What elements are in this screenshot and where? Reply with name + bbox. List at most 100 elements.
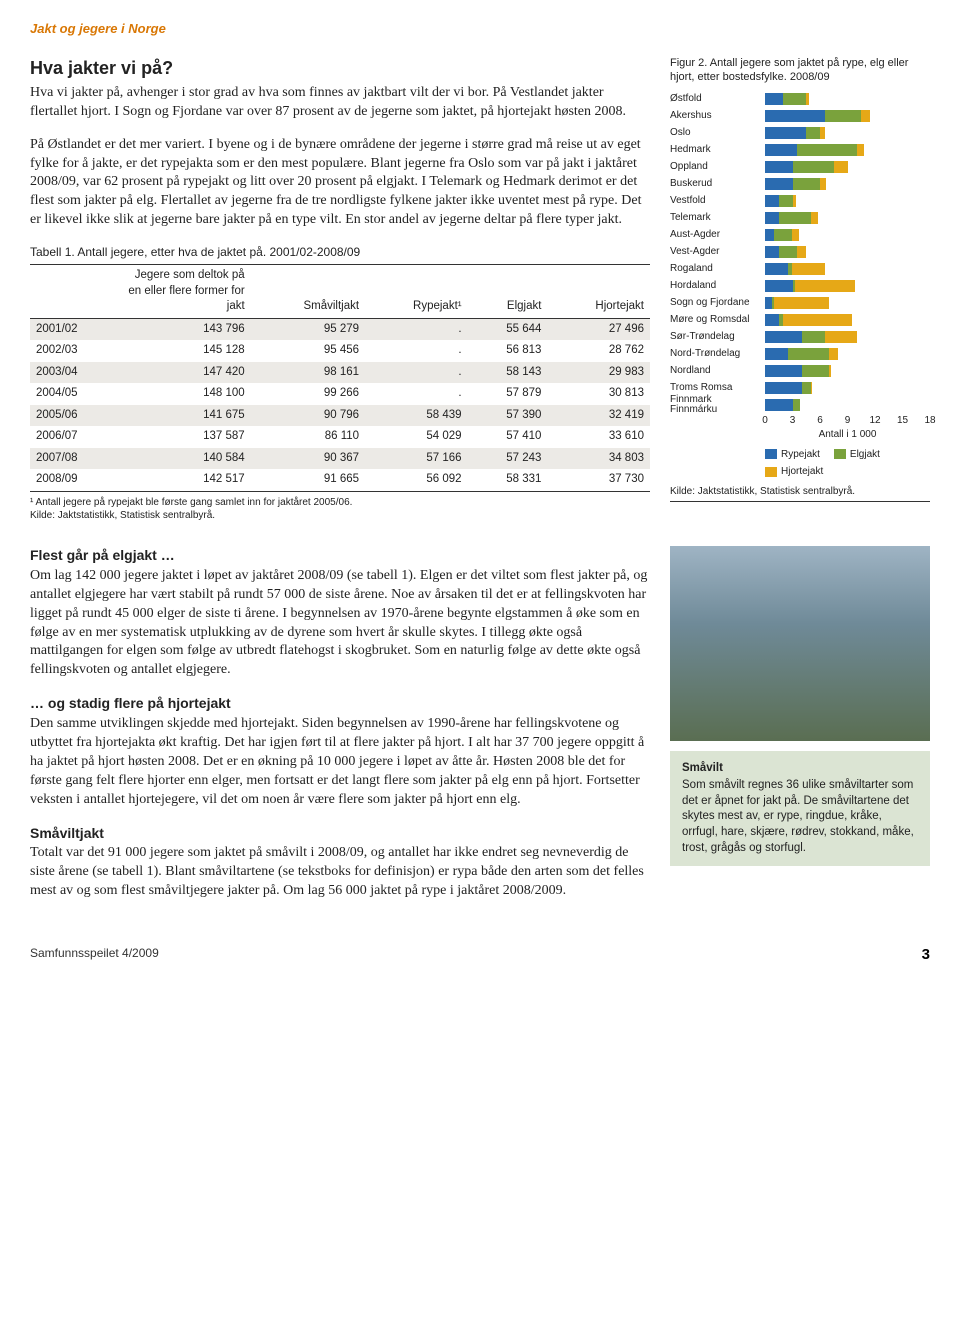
chart-row: Rogaland	[670, 261, 930, 276]
bar-segment-rype	[765, 331, 802, 343]
table-cell: 34 803	[547, 448, 650, 470]
bar-segment-rype	[765, 263, 788, 275]
axis-tick: 3	[790, 414, 796, 428]
chart-row: Sør-Trøndelag	[670, 329, 930, 344]
bar-segment-hjort	[797, 246, 806, 258]
section1-p1: Hva vi jakter på, avhenger i stor grad a…	[30, 84, 650, 122]
figure2-chart: ØstfoldAkershusOsloHedmarkOpplandBuskeru…	[670, 91, 930, 412]
table-cell: 2002/03	[30, 340, 121, 362]
table1: Jegere som deltok på en eller flere form…	[30, 264, 650, 492]
table-cell: .	[365, 340, 468, 362]
bar-segment-hjort	[774, 297, 829, 309]
bar-segment-hjort	[834, 161, 848, 173]
table-cell: 54 029	[365, 426, 468, 448]
axis-tick: 18	[924, 414, 935, 428]
bar-segment-elg	[788, 348, 829, 360]
figure2-title: Figur 2. Antall jegere som jaktet på ryp…	[670, 56, 930, 86]
table1-col-5: Hjortejakt	[547, 265, 650, 319]
photo-hunter	[670, 546, 930, 741]
bar-segment-hjort	[829, 348, 838, 360]
footer-left: Samfunnsspeilet 4/2009	[30, 945, 159, 965]
chart-row: Hordaland	[670, 278, 930, 293]
topic-header: Jakt og jegere i Norge	[30, 20, 930, 38]
chart-county-label: Telemark	[670, 213, 765, 223]
section2-title: Flest går på elgjakt …	[30, 547, 175, 563]
table-row: 2004/05148 10099 266.57 87930 813	[30, 383, 650, 405]
bar-segment-elg	[797, 144, 857, 156]
bar-segment-elg	[779, 195, 793, 207]
chart-county-label: Akershus	[670, 111, 765, 121]
section2-p: Om lag 142 000 jegere jaktet i løpet av …	[30, 568, 647, 677]
table1-col-3: Rypejakt¹	[365, 265, 468, 319]
table-cell: 147 420	[121, 362, 251, 384]
sidebar-box-title: Småvilt	[682, 761, 918, 777]
bar-segment-hjort	[825, 331, 857, 343]
bar-segment-hjort	[792, 229, 798, 241]
bar-segment-hjort	[792, 263, 824, 275]
table-cell: 29 983	[547, 362, 650, 384]
bar-segment-hjort	[795, 280, 855, 292]
table-row: 2006/07137 58786 11054 02957 41033 610	[30, 426, 650, 448]
section3-p: Den samme utviklingen skjedde med hjorte…	[30, 716, 644, 807]
section4-title: Småviltjakt	[30, 825, 104, 841]
chart-row: Buskerud	[670, 176, 930, 191]
chart-county-label: Finnmark Finnmárku	[670, 395, 765, 415]
chart-county-label: Nord-Trøndelag	[670, 349, 765, 359]
bar-segment-rype	[765, 93, 783, 105]
table-cell: 137 587	[121, 426, 251, 448]
table-cell: 95 279	[251, 318, 365, 340]
chart-row: Troms Romsa	[670, 380, 930, 395]
table-cell: 28 762	[547, 340, 650, 362]
bar-segment-hjort	[820, 127, 825, 139]
axis-tick: 12	[869, 414, 880, 428]
bar-segment-hjort	[829, 365, 831, 377]
lower-side-column: Småvilt Som småvilt regnes 36 ulike småv…	[670, 546, 930, 915]
chart-row: Telemark	[670, 210, 930, 225]
bar-segment-elg	[793, 399, 800, 411]
chart-county-label: Oppland	[670, 162, 765, 172]
chart-county-label: Hordaland	[670, 281, 765, 291]
lower-main-column: Flest går på elgjakt … Om lag 142 000 je…	[30, 546, 650, 915]
footer-page-number: 3	[922, 945, 930, 965]
chart-county-label: Østfold	[670, 94, 765, 104]
table-cell: 33 610	[547, 426, 650, 448]
bar-segment-rype	[765, 144, 797, 156]
table-cell: .	[365, 383, 468, 405]
bar-segment-rype	[765, 399, 793, 411]
bar-segment-elg	[806, 127, 820, 139]
bar-segment-elg	[793, 161, 834, 173]
chart-row: Finnmark Finnmárku	[670, 397, 930, 412]
page-footer: Samfunnsspeilet 4/2009 3	[30, 945, 930, 965]
legend-label: Rypejakt	[781, 448, 820, 462]
bar-segment-rype	[765, 195, 779, 207]
bar-segment-hjort	[806, 93, 809, 105]
legend-item: Hjortejakt	[765, 465, 823, 479]
bar-segment-elg	[825, 110, 862, 122]
table-cell: 143 796	[121, 318, 251, 340]
table-cell: 57 879	[468, 383, 548, 405]
chart-row: Oppland	[670, 159, 930, 174]
chart-row: Aust-Agder	[670, 227, 930, 242]
table-cell: 141 675	[121, 405, 251, 427]
table-cell: 2005/06	[30, 405, 121, 427]
bar-segment-rype	[765, 382, 802, 394]
table-cell: 32 419	[547, 405, 650, 427]
table-cell: .	[365, 318, 468, 340]
table-cell: 27 496	[547, 318, 650, 340]
legend-item: Elgjakt	[834, 448, 880, 462]
section3-title: … og stadig flere på hjortejakt	[30, 695, 231, 711]
table-cell: 98 161	[251, 362, 365, 384]
chart-x-axis: 0369121518	[765, 414, 930, 428]
table-cell: 2001/02	[30, 318, 121, 340]
chart-county-label: Troms Romsa	[670, 383, 765, 393]
table-row: 2005/06141 67590 79658 43957 39032 419	[30, 405, 650, 427]
bar-segment-rype	[765, 280, 793, 292]
chart-county-label: Rogaland	[670, 264, 765, 274]
bar-segment-rype	[765, 110, 825, 122]
table-row: 2001/02143 79695 279.55 64427 496	[30, 318, 650, 340]
table-row: 2003/04147 42098 161.58 14329 983	[30, 362, 650, 384]
table-cell: 58 143	[468, 362, 548, 384]
section1-p2: På Østlandet er det mer variert. I byene…	[30, 136, 650, 230]
table-cell: 30 813	[547, 383, 650, 405]
table-cell: 58 439	[365, 405, 468, 427]
